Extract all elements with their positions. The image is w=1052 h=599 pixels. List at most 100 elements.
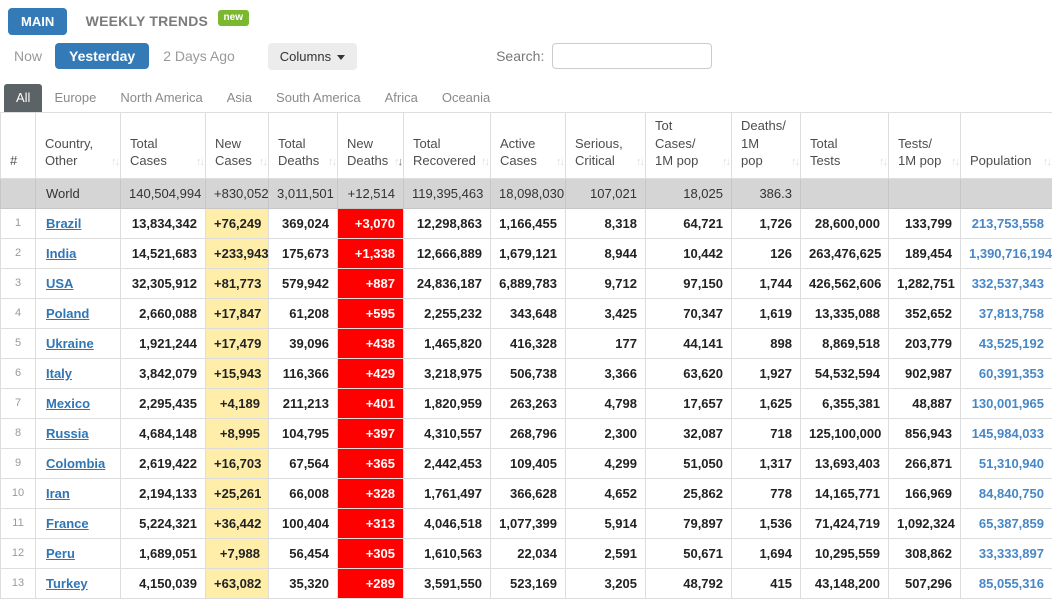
column-header-population[interactable]: Population↑↓	[961, 113, 1052, 179]
cell-cases-per-1m: 79,897	[646, 508, 732, 538]
cell-total-tests: 13,335,088	[801, 298, 889, 328]
cell-deaths-per-1m: 386.3	[732, 178, 801, 208]
population-link[interactable]: 85,055,316	[979, 576, 1044, 591]
column-header-deaths-per-1m[interactable]: Deaths/1M pop↑↓	[732, 113, 801, 179]
cell-serious-critical: 2,300	[566, 418, 646, 448]
cell-total-recovered: 4,046,518	[404, 508, 491, 538]
column-header-serious-critical[interactable]: Serious,Critical↑↓	[566, 113, 646, 179]
cell-country: Italy	[36, 358, 121, 388]
population-link[interactable]: 84,840,750	[979, 486, 1044, 501]
cell-active-cases: 366,628	[491, 478, 566, 508]
population-link[interactable]: 1,390,716,194	[969, 246, 1052, 261]
cell-total-recovered: 3,218,975	[404, 358, 491, 388]
population-link[interactable]: 145,984,033	[972, 426, 1044, 441]
cell-country: France	[36, 508, 121, 538]
top-bar: MAIN WEEKLY TRENDS new	[0, 0, 1052, 38]
population-link[interactable]: 213,753,558	[972, 216, 1044, 231]
time-filter-2-days-ago[interactable]: 2 Days Ago	[163, 48, 235, 64]
continent-tab-europe[interactable]: Europe	[42, 84, 108, 112]
cell-active-cases: 1,166,455	[491, 208, 566, 238]
population-link[interactable]: 43,525,192	[979, 336, 1044, 351]
continent-tab-all[interactable]: All	[4, 84, 42, 112]
cell-total-cases: 32,305,912	[121, 268, 206, 298]
columns-dropdown-button[interactable]: Columns	[268, 43, 357, 70]
cell-new-deaths: +397	[338, 418, 404, 448]
cell-total-deaths: 39,096	[269, 328, 338, 358]
cell-deaths-per-1m: 415	[732, 568, 801, 598]
continent-tab-oceania[interactable]: Oceania	[430, 84, 502, 112]
cell-serious-critical: 9,712	[566, 268, 646, 298]
continent-tab-africa[interactable]: Africa	[373, 84, 430, 112]
cell-new-cases: +36,442	[206, 508, 269, 538]
new-badge: new	[218, 10, 249, 26]
cell-country: USA	[36, 268, 121, 298]
cell-rank: 10	[1, 478, 36, 508]
country-link[interactable]: Colombia	[46, 456, 105, 471]
cell-country: Ukraine	[36, 328, 121, 358]
cell-active-cases: 6,889,783	[491, 268, 566, 298]
population-link[interactable]: 37,813,758	[979, 306, 1044, 321]
cell-population: 60,391,353	[961, 358, 1052, 388]
population-link[interactable]: 60,391,353	[979, 366, 1044, 381]
country-link[interactable]: Russia	[46, 426, 89, 441]
country-link[interactable]: Peru	[46, 546, 75, 561]
cell-total-cases: 3,842,079	[121, 358, 206, 388]
population-link[interactable]: 33,333,897	[979, 546, 1044, 561]
country-link[interactable]: India	[46, 246, 76, 261]
column-header-rank: #	[1, 113, 36, 179]
sort-desc-icon: ↑↓	[394, 155, 401, 170]
cell-active-cases: 1,679,121	[491, 238, 566, 268]
main-tab[interactable]: MAIN	[8, 8, 67, 35]
cell-rank: 3	[1, 268, 36, 298]
column-header-country[interactable]: Country,Other↑↓	[36, 113, 121, 179]
country-link[interactable]: Mexico	[46, 396, 90, 411]
cell-total-recovered: 1,610,563	[404, 538, 491, 568]
cell-country: Russia	[36, 418, 121, 448]
continent-tab-north-america[interactable]: North America	[108, 84, 214, 112]
country-link[interactable]: Brazil	[46, 216, 81, 231]
continent-tab-asia[interactable]: Asia	[215, 84, 264, 112]
cell-total-tests: 8,869,518	[801, 328, 889, 358]
cell-rank: 9	[1, 448, 36, 478]
time-filter-yesterday[interactable]: Yesterday	[55, 43, 149, 69]
country-link[interactable]: Turkey	[46, 576, 88, 591]
country-link[interactable]: Italy	[46, 366, 72, 381]
column-header-cases-per-1m[interactable]: Tot Cases/1M pop↑↓	[646, 113, 732, 179]
cell-country: Colombia	[36, 448, 121, 478]
cell-total-cases: 1,689,051	[121, 538, 206, 568]
search-input[interactable]	[552, 43, 712, 69]
country-link[interactable]: Poland	[46, 306, 89, 321]
time-filter-now[interactable]: Now	[14, 48, 42, 64]
country-link[interactable]: France	[46, 516, 89, 531]
cell-population: 84,840,750	[961, 478, 1052, 508]
population-link[interactable]: 130,001,965	[972, 396, 1044, 411]
cell-rank: 11	[1, 508, 36, 538]
population-link[interactable]: 51,310,940	[979, 456, 1044, 471]
cell-country: Iran	[36, 478, 121, 508]
cell-serious-critical: 5,914	[566, 508, 646, 538]
continent-tab-south-america[interactable]: South America	[264, 84, 373, 112]
country-link[interactable]: Iran	[46, 486, 70, 501]
cell-total-deaths: 579,942	[269, 268, 338, 298]
cell-active-cases: 22,034	[491, 538, 566, 568]
column-header-tests-per-1m[interactable]: Tests/1M pop↑↓	[889, 113, 961, 179]
cell-population: 1,390,716,194	[961, 238, 1052, 268]
country-link[interactable]: USA	[46, 276, 73, 291]
cell-rank: 7	[1, 388, 36, 418]
weekly-trends-tab[interactable]: WEEKLY TRENDS	[86, 13, 208, 29]
cell-deaths-per-1m: 1,536	[732, 508, 801, 538]
cell-deaths-per-1m: 126	[732, 238, 801, 268]
population-link[interactable]: 65,387,859	[979, 516, 1044, 531]
country-link[interactable]: Ukraine	[46, 336, 94, 351]
population-link[interactable]: 332,537,343	[972, 276, 1044, 291]
